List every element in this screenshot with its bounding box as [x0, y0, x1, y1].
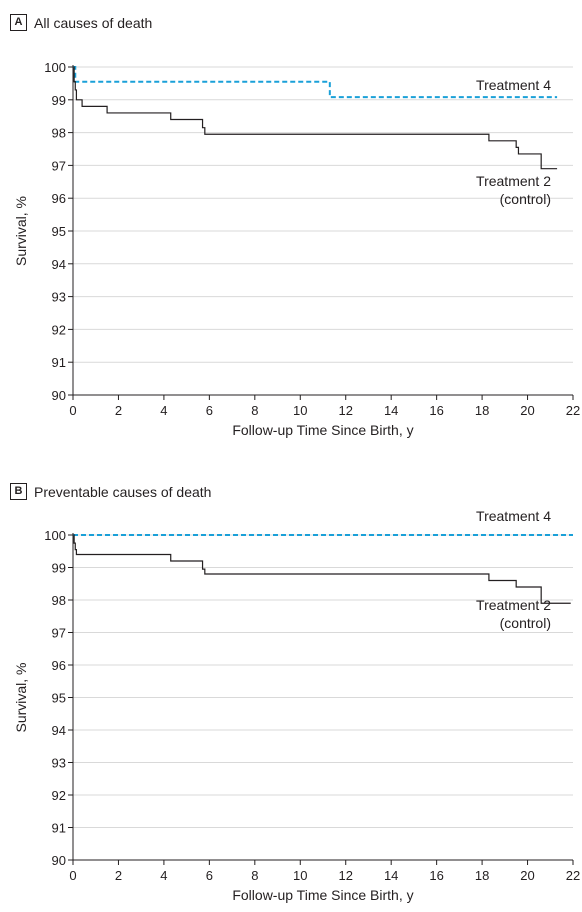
series-line-treatment-4 — [73, 66, 558, 99]
x-axis-label: Follow-up Time Since Birth, y — [232, 887, 413, 903]
x-tick-label: 6 — [206, 868, 213, 883]
x-tick-label: 22 — [566, 868, 580, 883]
y-tick-label: 91 — [52, 821, 66, 836]
series-label: Treatment 4 — [476, 508, 551, 524]
series-label: Treatment 2 — [476, 597, 551, 613]
series-label: Treatment 2 — [476, 173, 551, 189]
series-label: (control) — [500, 191, 551, 207]
y-tick-label: 92 — [52, 788, 66, 803]
y-axis-label: Survival, % — [13, 662, 29, 732]
panel-a-title: All causes of death — [34, 14, 153, 31]
y-tick-label: 95 — [52, 691, 66, 706]
x-tick-label: 14 — [384, 868, 398, 883]
x-tick-label: 2 — [115, 868, 122, 883]
series-label: (control) — [500, 615, 551, 631]
y-tick-label: 96 — [52, 191, 66, 206]
series-line-treatment-2-control — [73, 66, 558, 170]
x-tick-label: 6 — [206, 403, 213, 418]
y-tick-label: 94 — [52, 257, 66, 272]
x-tick-label: 4 — [160, 868, 167, 883]
chart-b: 90 91 92 93 94 95 96 97 98 99 100 0 2 4 6 8 10 12 14 16 18 20… — [13, 508, 580, 903]
x-tick-label: 10 — [293, 868, 307, 883]
x-tick-label: 10 — [293, 403, 307, 418]
panel-b-letter: B — [10, 483, 27, 500]
y-tick-label: 92 — [52, 322, 66, 337]
x-tick-label: 2 — [115, 403, 122, 418]
y-tick-label: 94 — [52, 723, 66, 738]
y-axis-label: Survival, % — [13, 196, 29, 266]
y-tick-label: 93 — [52, 756, 66, 771]
y-tick-label: 93 — [52, 290, 66, 305]
x-tick-label: 18 — [475, 403, 489, 418]
panel-a-header: A All causes of death — [10, 14, 152, 31]
y-tick-label: 90 — [52, 388, 66, 403]
y-tick-label: 97 — [52, 158, 66, 173]
x-tick-label: 20 — [520, 403, 534, 418]
x-tick-label: 4 — [160, 403, 167, 418]
series-label: Treatment 4 — [476, 77, 551, 93]
y-tick-label: 91 — [52, 355, 66, 370]
x-tick-label: 8 — [251, 868, 258, 883]
y-tick-label: 98 — [52, 593, 66, 608]
x-tick-label: 12 — [338, 868, 352, 883]
x-tick-label: 20 — [520, 868, 534, 883]
y-tick-label: 90 — [52, 853, 66, 868]
panel-b-header: B Preventable causes of death — [10, 483, 211, 500]
x-tick-label: 8 — [251, 403, 258, 418]
y-tick-label: 100 — [44, 60, 66, 75]
y-tick-label: 95 — [52, 224, 66, 239]
y-tick-label: 99 — [52, 93, 66, 108]
chart-a: 90 91 92 93 94 95 96 97 98 99 100 0 2 4 6 8 10 12 14 16 18 20… — [13, 60, 580, 438]
y-tick-label: 98 — [52, 126, 66, 141]
y-tick-label: 100 — [44, 528, 66, 543]
x-tick-label: 22 — [566, 403, 580, 418]
x-tick-label: 14 — [384, 403, 398, 418]
x-tick-label: 16 — [429, 403, 443, 418]
x-axis-label: Follow-up Time Since Birth, y — [232, 422, 413, 438]
x-tick-label: 16 — [429, 868, 443, 883]
y-tick-label: 96 — [52, 658, 66, 673]
x-tick-label: 12 — [338, 403, 352, 418]
y-tick-label: 97 — [52, 626, 66, 641]
panel-b-title: Preventable causes of death — [34, 483, 212, 500]
x-tick-label: 18 — [475, 868, 489, 883]
panel-a-letter: A — [10, 14, 27, 31]
x-tick-label: 0 — [69, 403, 76, 418]
y-tick-label: 99 — [52, 561, 66, 576]
series-line-treatment-2-control — [73, 534, 571, 604]
x-tick-label: 0 — [69, 868, 76, 883]
